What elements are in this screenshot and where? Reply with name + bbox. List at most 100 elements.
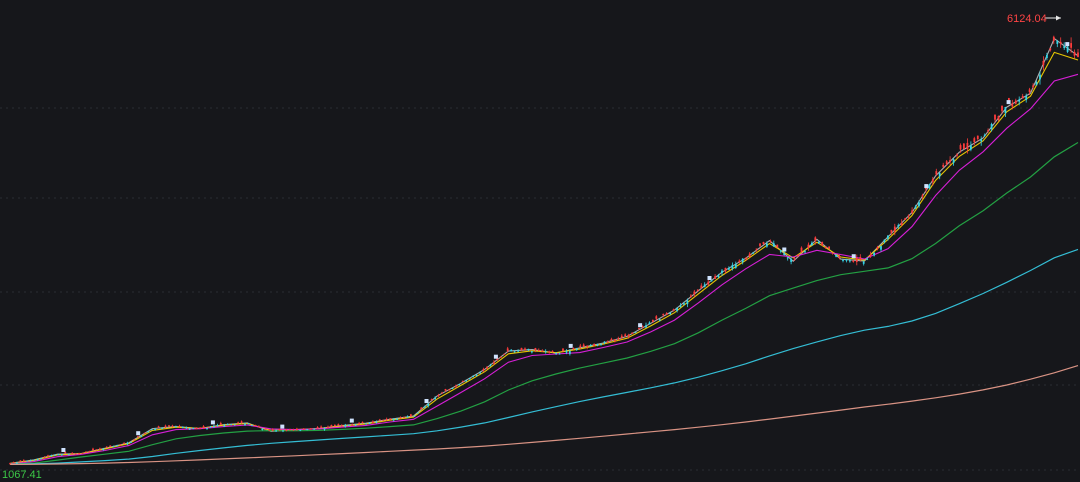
candle-body	[572, 348, 575, 350]
signal-markers	[61, 42, 1070, 452]
candle-body	[441, 392, 443, 394]
candle-body	[893, 226, 896, 232]
candle-body	[904, 218, 907, 220]
candle-body	[793, 258, 796, 260]
candle-body	[614, 339, 616, 342]
candle-body	[233, 424, 236, 426]
candle-body	[506, 348, 509, 351]
candle-body	[130, 441, 132, 443]
candle-body	[1070, 43, 1072, 48]
candle-body	[752, 252, 754, 254]
signal-marker-icon	[349, 418, 354, 423]
candle-body	[748, 253, 751, 258]
candle-body	[513, 351, 516, 353]
candle-body	[1039, 74, 1041, 80]
candle-body	[783, 253, 786, 255]
candle-body	[185, 426, 188, 429]
candle-body	[43, 456, 46, 458]
candle-body	[226, 424, 229, 425]
candle-body	[994, 114, 996, 120]
candle-body	[54, 454, 56, 456]
candle-body	[171, 425, 174, 427]
candle-body	[876, 247, 879, 249]
candle-body	[1063, 46, 1066, 48]
candle-body	[537, 349, 540, 352]
candle-body	[81, 453, 84, 454]
candle-body	[721, 270, 723, 273]
candle-body	[455, 385, 457, 387]
candle-body	[586, 345, 589, 348]
candle-body	[181, 426, 184, 428]
candle-body	[956, 154, 958, 156]
candle-body	[316, 427, 319, 429]
candle-body	[406, 416, 409, 418]
candle-body	[261, 429, 264, 430]
candle-body	[285, 429, 288, 431]
candle-body	[918, 202, 920, 207]
candle-body	[437, 395, 440, 397]
candle-body	[617, 338, 620, 340]
candle-body	[555, 352, 557, 354]
candle-body	[693, 291, 696, 295]
candle-body	[610, 338, 613, 341]
candle-body	[1056, 40, 1059, 44]
candle-body	[143, 432, 146, 434]
candle-body	[600, 343, 602, 346]
candle-body	[289, 429, 291, 431]
candle-body	[323, 428, 326, 430]
candle-body	[161, 427, 163, 429]
candle-body	[299, 429, 302, 431]
moving-average-line-2	[9, 51, 1079, 465]
candle-body	[375, 422, 378, 424]
candle-body	[534, 348, 537, 351]
candle-body	[921, 195, 924, 197]
candle-body	[60, 454, 63, 456]
candle-body	[741, 258, 744, 263]
candle-body	[658, 319, 661, 321]
candle-body	[779, 250, 782, 252]
candle-body	[562, 348, 564, 352]
candle-body	[330, 425, 333, 427]
candle-body	[67, 454, 70, 456]
high-price-label: 6124.04	[1007, 13, 1047, 25]
candle-body	[458, 384, 461, 386]
candle-body	[19, 460, 22, 462]
candle-body	[95, 449, 98, 451]
candle-body	[344, 424, 347, 427]
candle-body	[821, 242, 824, 246]
candle-body	[78, 453, 80, 455]
candle-body	[541, 350, 544, 352]
candle-body	[320, 426, 322, 428]
candle-body	[206, 428, 208, 430]
candle-body	[769, 241, 772, 242]
candle-body	[866, 258, 869, 260]
candle-body	[755, 248, 758, 250]
candle-body	[897, 225, 900, 227]
candle-body	[368, 423, 371, 424]
candle-body	[558, 353, 561, 355]
candle-body	[340, 425, 343, 427]
candle-body	[631, 332, 633, 334]
candle-body	[938, 172, 941, 177]
candle-body	[64, 452, 67, 454]
candle-body	[817, 241, 820, 244]
candle-body	[565, 351, 568, 353]
candle-body	[551, 350, 554, 352]
candle-body	[907, 215, 910, 217]
candle-body	[845, 259, 848, 261]
candle-body	[448, 389, 450, 391]
candle-body	[1052, 36, 1055, 41]
candle-body	[517, 350, 519, 352]
moving-average-line-6	[9, 365, 1079, 465]
candle-body	[596, 344, 599, 346]
candle-body	[772, 243, 775, 247]
candle-body	[724, 267, 727, 272]
candle-body	[150, 429, 153, 431]
candle-body	[178, 426, 181, 427]
candle-body	[1025, 96, 1028, 100]
candle-body	[1021, 96, 1024, 99]
candle-body	[745, 257, 748, 260]
candle-body	[676, 308, 678, 311]
candle-body	[548, 351, 551, 353]
candle-body	[804, 251, 806, 253]
